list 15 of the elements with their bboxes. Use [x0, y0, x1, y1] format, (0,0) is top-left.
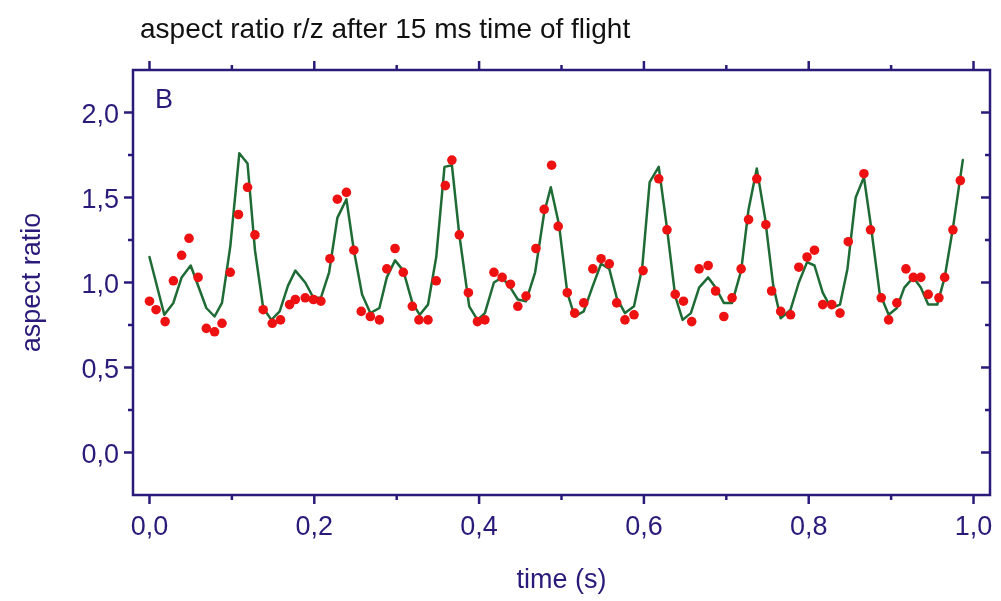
chart-title: aspect ratio r/z after 15 ms time of flight — [140, 13, 631, 44]
x-tick-label: 0,0 — [130, 511, 169, 541]
x-tick-label: 0,6 — [625, 511, 663, 541]
y-axis-title: aspect ratio — [16, 212, 46, 353]
x-axis-title: time (s) — [516, 564, 607, 594]
x-tick-label: 1,0 — [954, 511, 993, 541]
y-tick-label: 0,0 — [81, 438, 119, 469]
x-tick-label: 0,2 — [295, 511, 334, 541]
y-tick-label: 0,5 — [81, 353, 119, 384]
x-tick-label: 0,4 — [460, 511, 498, 541]
y-tick-label: 2,0 — [81, 98, 119, 129]
y-tick-label: 1,0 — [81, 268, 119, 299]
y-tick-label: 1,5 — [81, 183, 119, 214]
x-tick-label: 0,8 — [789, 511, 828, 541]
annotation: B — [155, 84, 174, 114]
